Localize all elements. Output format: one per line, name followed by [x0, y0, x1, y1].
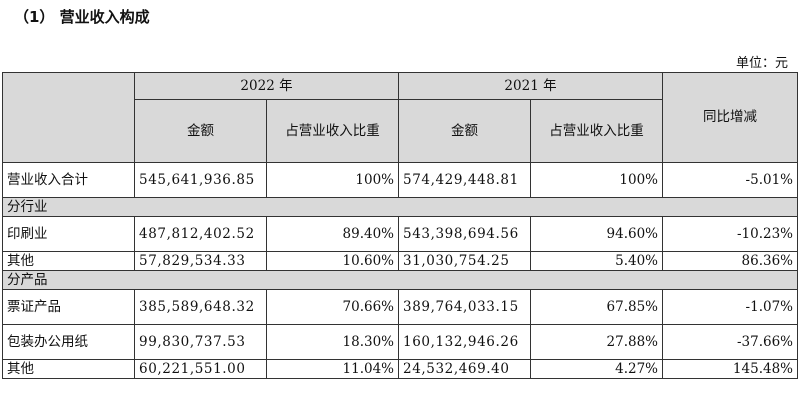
table-row: 包装办公用纸 99,830,737.53 18.30% 160,132,946.26 2… [2, 324, 798, 360]
header-ratio-2021: 占营业收入比重 [530, 99, 663, 163]
yoy-cell: -10.23% [662, 216, 798, 252]
amount-2022-cell: 487,812,402.52 [134, 216, 267, 252]
amount-2021-cell: 574,429,448.81 [398, 162, 531, 198]
yoy-cell: -1.07% [662, 289, 798, 325]
ratio-2022-cell: 11.04% [266, 359, 399, 379]
header-amount-2021: 金额 [398, 99, 531, 163]
row-label: 营业收入合计 [2, 162, 135, 198]
amount-2022-cell: 99,830,737.53 [134, 324, 267, 360]
amount-2022-cell: 60,221,551.00 [134, 359, 267, 379]
yoy-cell: -37.66% [662, 324, 798, 360]
row-label: 其他 [2, 251, 135, 271]
amount-2021-cell: 543,398,694.56 [398, 216, 531, 252]
table-row: 其他 57,829,534.33 10.60% 31,030,754.25 5.40% 8… [2, 251, 798, 271]
table-row: 营业收入合计 545,641,936.85 100% 574,429,448.81 10… [2, 162, 798, 198]
section-label: 分行业 [2, 197, 798, 217]
yoy-cell: -5.01% [662, 162, 798, 198]
header-amount-2022: 金额 [134, 99, 267, 163]
ratio-2022-cell: 18.30% [266, 324, 399, 360]
ratio-2022-cell: 70.66% [266, 289, 399, 325]
ratio-2021-cell: 94.60% [530, 216, 663, 252]
yoy-cell: 86.36% [662, 251, 798, 271]
ratio-2022-cell: 100% [266, 162, 399, 198]
row-label: 其他 [2, 359, 135, 379]
row-label: 包装办公用纸 [2, 324, 135, 360]
revenue-composition-table: 2022 年 2021 年 同比增减 金额 占营业收入比重 金额 占营业收入比重… [2, 72, 798, 379]
ratio-2021-cell: 27.88% [530, 324, 663, 360]
ratio-2021-cell: 100% [530, 162, 663, 198]
ratio-2021-cell: 67.85% [530, 289, 663, 325]
header-ratio-2022: 占营业收入比重 [266, 99, 399, 163]
unit-label: 单位：元 [735, 56, 788, 71]
section-row: 分行业 [2, 197, 798, 217]
ratio-2022-cell: 10.60% [266, 251, 399, 271]
amount-2021-cell: 389,764,033.15 [398, 289, 531, 325]
ratio-2022-cell: 89.40% [266, 216, 399, 252]
table-row: 票证产品 385,589,648.32 70.66% 389,764,033.15 67… [2, 289, 798, 325]
ratio-2021-cell: 5.40% [530, 251, 663, 271]
header-2022: 2022 年 [134, 72, 399, 100]
amount-2022-cell: 57,829,534.33 [134, 251, 267, 271]
amount-2021-cell: 24,532,469.40 [398, 359, 531, 379]
table-row: 其他 60,221,551.00 11.04% 24,532,469.40 4.27% 1… [2, 359, 798, 379]
amount-2022-cell: 545,641,936.85 [134, 162, 267, 198]
section-label: 分产品 [2, 270, 798, 290]
row-label: 印刷业 [2, 216, 135, 252]
yoy-cell: 145.48% [662, 359, 798, 379]
header-yoy: 同比增减 [662, 72, 798, 163]
table-body: 营业收入合计 545,641,936.85 100% 574,429,448.81 10… [2, 162, 798, 379]
header-blank [2, 72, 135, 163]
row-label: 票证产品 [2, 289, 135, 325]
table-row: 印刷业 487,812,402.52 89.40% 543,398,694.56 94.… [2, 216, 798, 252]
ratio-2021-cell: 4.27% [530, 359, 663, 379]
amount-2021-cell: 160,132,946.26 [398, 324, 531, 360]
section-row: 分产品 [2, 270, 798, 290]
section-title: （1） 营业收入构成 [14, 8, 150, 26]
header-2021: 2021 年 [398, 72, 663, 100]
amount-2021-cell: 31,030,754.25 [398, 251, 531, 271]
amount-2022-cell: 385,589,648.32 [134, 289, 267, 325]
